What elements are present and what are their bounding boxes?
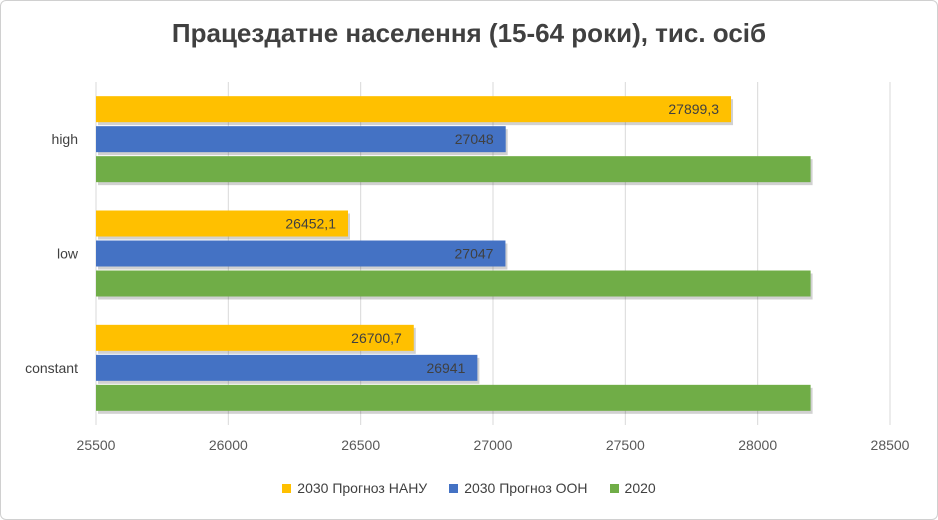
- x-tick-label: 26500: [341, 437, 380, 453]
- bar: [96, 210, 348, 237]
- x-tick-label: 28500: [871, 437, 910, 453]
- data-label: 27899,3: [668, 101, 719, 117]
- x-tick-label: 27000: [474, 437, 513, 453]
- data-label: 27048: [455, 131, 494, 147]
- category-label: constant: [25, 360, 78, 376]
- legend-label-2020: 2020: [624, 480, 656, 496]
- chart-title: Працездатне населення (15-64 роки), тис.…: [171, 18, 767, 48]
- category-label: high: [52, 131, 78, 147]
- legend-swatch-nanu: [282, 483, 292, 493]
- bar: [96, 324, 414, 351]
- legend: 2030 Прогноз НАНУ 2030 Прогноз ООН 2020: [0, 480, 938, 496]
- bar: [96, 354, 478, 381]
- bar: [96, 156, 811, 183]
- legend-swatch-2020: [609, 483, 619, 493]
- category-label: low: [57, 246, 79, 262]
- data-label: 26700,7: [351, 330, 402, 346]
- data-label: 26452,1: [285, 216, 336, 232]
- x-tick-label: 26000: [209, 437, 248, 453]
- legend-item-nanu: 2030 Прогноз НАНУ: [282, 480, 427, 496]
- legend-swatch-oon: [449, 483, 459, 493]
- bar: [96, 126, 506, 153]
- legend-item-2020: 2020: [609, 480, 656, 496]
- bar: [96, 96, 732, 123]
- bar: [96, 270, 811, 297]
- data-label: 27047: [455, 246, 494, 262]
- legend-label-nanu: 2030 Прогноз НАНУ: [297, 480, 428, 496]
- data-label: 26941: [426, 360, 465, 376]
- bar-chart: 27899,3 27048 26452,1 27047 26700,7 26941 255…: [25, 82, 910, 453]
- x-tick-label: 27500: [606, 437, 645, 453]
- legend-label-oon: 2030 Прогноз ООН: [464, 480, 588, 496]
- bar: [96, 240, 506, 267]
- x-tick-label: 28000: [738, 437, 777, 453]
- bar: [96, 384, 811, 411]
- x-tick-label: 25500: [77, 437, 116, 453]
- legend-item-oon: 2030 Прогноз ООН: [449, 480, 588, 496]
